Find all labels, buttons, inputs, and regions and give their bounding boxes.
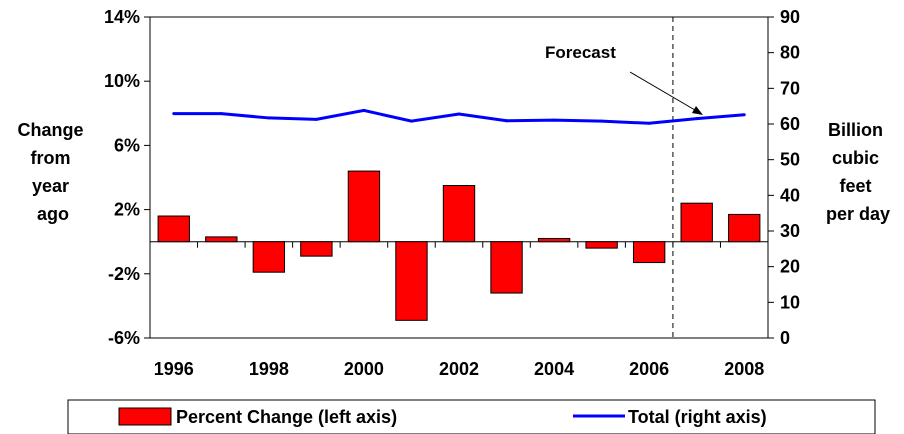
y-right-tick-label: 10 bbox=[780, 292, 800, 312]
x-tick-label: 1996 bbox=[154, 359, 194, 379]
bar bbox=[490, 241, 523, 294]
bar bbox=[728, 213, 761, 243]
line-point bbox=[314, 117, 318, 121]
line-point bbox=[552, 118, 556, 122]
y-right-tick-label: 20 bbox=[780, 257, 800, 277]
bar bbox=[585, 241, 618, 249]
series-line bbox=[173, 108, 745, 125]
line-point bbox=[219, 112, 223, 116]
bar bbox=[205, 236, 238, 243]
plot-area: 14% 10% 6% 2% -2% -6% 90 80 70 60 50 40 30 20 10 0 1996 1… bbox=[104, 7, 800, 379]
line-point bbox=[647, 121, 651, 125]
y-left-title-line: Change bbox=[17, 120, 83, 140]
bar bbox=[347, 170, 381, 243]
y-left-title-line: year bbox=[32, 176, 69, 196]
y-left-axis-title: Change from year ago bbox=[17, 120, 88, 224]
y-right-title-line: per day bbox=[826, 204, 890, 224]
y-right-tick-label: 0 bbox=[780, 328, 790, 348]
x-tick-label: 2002 bbox=[439, 359, 479, 379]
bar bbox=[442, 185, 476, 243]
legend-label-bar: Percent Change (left axis) bbox=[176, 407, 397, 427]
forecast-arrow bbox=[629, 71, 701, 114]
y-right-title-line: Billion bbox=[828, 120, 883, 140]
y-right-tick-label: 90 bbox=[780, 7, 800, 27]
y-right-title-line: cubic bbox=[832, 148, 879, 168]
line-point bbox=[267, 116, 271, 120]
line-point bbox=[457, 112, 461, 116]
line-point bbox=[600, 119, 604, 123]
y-right-tick-label: 50 bbox=[780, 150, 800, 170]
forecast-annotation: Forecast bbox=[545, 43, 616, 62]
x-tick-label: 1998 bbox=[249, 359, 289, 379]
y-left-tick-label: -2% bbox=[108, 264, 140, 284]
x-tick-label: 2004 bbox=[534, 359, 574, 379]
line-point bbox=[695, 117, 699, 121]
line-point bbox=[742, 113, 746, 117]
plot-frame bbox=[149, 16, 769, 339]
bar bbox=[537, 237, 571, 243]
x-tick-label: 2000 bbox=[344, 359, 384, 379]
x-tick-label: 2006 bbox=[629, 359, 669, 379]
bar bbox=[300, 241, 333, 257]
line-point bbox=[409, 119, 413, 123]
y-left-title-line: ago bbox=[37, 204, 69, 224]
y-right-tick-label: 60 bbox=[780, 114, 800, 134]
y-right-tick-label: 80 bbox=[780, 43, 800, 63]
bar bbox=[632, 241, 666, 264]
legend-swatch-bar bbox=[118, 407, 172, 426]
x-tick-label: 2008 bbox=[724, 359, 764, 379]
legend-box bbox=[67, 399, 876, 434]
line-point bbox=[172, 112, 176, 116]
bar bbox=[157, 215, 190, 243]
forecast-arrowhead bbox=[692, 106, 703, 115]
legend-label-line: Total (right axis) bbox=[628, 407, 767, 427]
bar bbox=[252, 241, 286, 273]
bar bbox=[395, 241, 428, 321]
y-left-tick-label: -6% bbox=[108, 328, 140, 348]
legend: Percent Change (left axis) Total (right … bbox=[67, 399, 876, 434]
y-right-tick-label: 40 bbox=[780, 185, 800, 205]
y-right-tick-label: 30 bbox=[780, 221, 800, 241]
y-right-tick-label: 70 bbox=[780, 78, 800, 98]
bar bbox=[680, 202, 713, 243]
y-left-tick-label: 6% bbox=[114, 135, 140, 155]
y-left-title-line: from bbox=[30, 148, 70, 168]
y-right-axis-title: Billion cubic feet per day bbox=[826, 120, 890, 224]
line-point bbox=[362, 108, 366, 112]
y-left-tick-label: 10% bbox=[104, 71, 140, 91]
line-point bbox=[505, 119, 509, 123]
y-left-tick-label: 2% bbox=[114, 200, 140, 220]
y-left-tick-label: 14% bbox=[104, 7, 140, 27]
y-right-title-line: feet bbox=[839, 176, 871, 196]
